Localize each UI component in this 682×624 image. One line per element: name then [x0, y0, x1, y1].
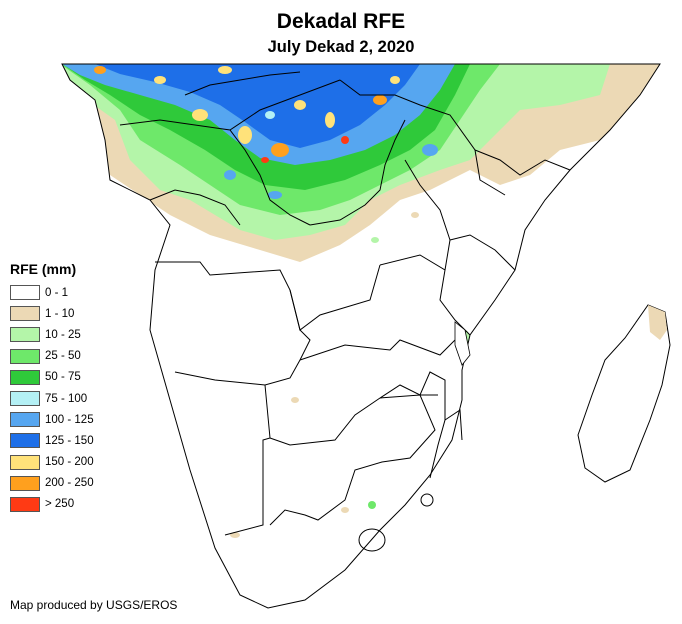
legend-swatch — [10, 496, 40, 512]
coastline — [61, 63, 661, 609]
rfe-heavy-cells — [94, 66, 438, 199]
legend-item: 1 - 10 — [10, 303, 94, 324]
map-subtitle: July Dekad 2, 2020 — [267, 38, 415, 56]
legend-label: 50 - 75 — [45, 371, 81, 384]
madagascar — [577, 304, 671, 483]
legend-item: > 250 — [10, 494, 94, 515]
legend-label: 25 - 50 — [45, 350, 81, 363]
legend-swatch — [10, 306, 40, 322]
rfe-zone-125-150 — [95, 64, 420, 148]
legend-title: RFE (mm) — [10, 261, 77, 277]
legend-label: 1 - 10 — [45, 307, 75, 320]
legend-label: 150 - 200 — [45, 456, 94, 469]
legend-label: 200 - 250 — [45, 477, 94, 490]
legend-swatch — [10, 475, 40, 491]
legend-item: 50 - 75 — [10, 367, 94, 388]
legend: RFE (mm) 0 - 1 1 - 10 10 - 25 25 - 50 50 - 7… — [10, 261, 94, 515]
legend-swatch — [10, 369, 40, 385]
legend-item: 75 - 100 — [10, 388, 94, 409]
legend-item: 200 - 250 — [10, 473, 94, 494]
legend-swatch — [10, 391, 40, 407]
map-credit: Map produced by USGS/EROS — [10, 598, 178, 612]
legend-label: 100 - 125 — [45, 413, 94, 426]
legend-item: 25 - 50 — [10, 346, 94, 367]
map-title: Dekadal RFE — [276, 10, 406, 33]
legend-swatch — [10, 327, 40, 343]
legend-swatch — [10, 348, 40, 364]
legend-item: 125 - 150 — [10, 430, 94, 451]
legend-item: 150 - 200 — [10, 452, 94, 473]
legend-label: 0 - 1 — [45, 286, 69, 299]
legend-label: 75 - 100 — [45, 392, 88, 405]
legend-swatch — [10, 454, 40, 470]
legend-label: 10 - 25 — [45, 328, 81, 341]
legend-swatch — [10, 285, 40, 301]
country-borders — [119, 71, 571, 536]
madagascar-rain — [648, 305, 667, 340]
legend-label: > 250 — [45, 498, 75, 511]
legend-item: 100 - 125 — [10, 409, 94, 430]
legend-swatch — [10, 412, 40, 428]
eswatini — [420, 493, 434, 507]
legend-swatch — [10, 433, 40, 449]
lake-malawi — [454, 321, 471, 366]
lesotho — [358, 528, 386, 552]
legend-label: 125 - 150 — [45, 434, 94, 447]
legend-item: 0 - 1 — [10, 282, 94, 303]
legend-item: 10 - 25 — [10, 324, 94, 345]
